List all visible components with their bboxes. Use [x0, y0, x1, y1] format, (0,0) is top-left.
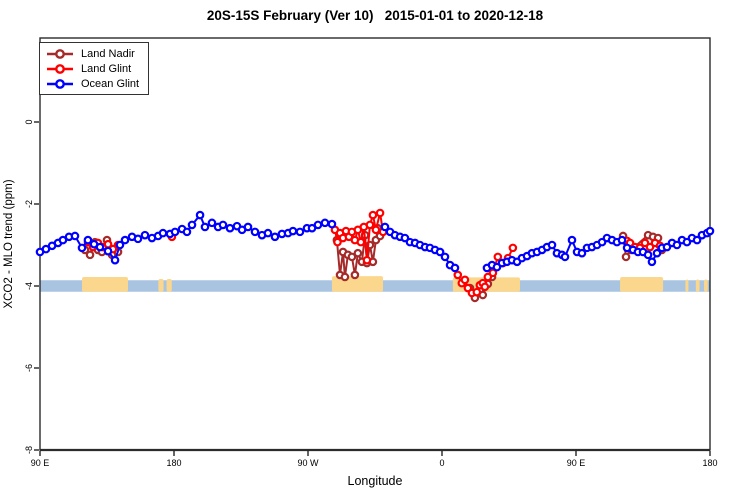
legend: Land Nadir Land Glint Ocean Glint: [39, 42, 150, 95]
data-point-land-nadir: [340, 272, 350, 282]
data-point-ocean-glint: [120, 235, 130, 245]
data-point-ocean-glint: [450, 263, 460, 273]
data-point-ocean-glint: [270, 232, 280, 242]
data-point-ocean-glint: [692, 235, 702, 245]
data-point-ocean-glint: [115, 240, 125, 250]
x-tick-label: 90 E: [567, 458, 586, 468]
data-point-ocean-glint: [295, 227, 305, 237]
legend-label: Land Glint: [81, 62, 132, 75]
data-point-ocean-glint: [288, 226, 298, 236]
ocean-glint-marker-icon: [47, 78, 73, 89]
data-point-ocean-glint: [643, 250, 653, 260]
y-axis-title: XCO2 - MLO trend (ppm): [3, 179, 15, 309]
data-point-ocean-glint: [440, 252, 450, 262]
land-coverage-patch: [704, 279, 708, 292]
data-point-ocean-glint: [133, 234, 143, 244]
data-point-land-glint: [488, 268, 498, 278]
data-point-ocean-glint: [705, 226, 715, 236]
chart-title: 20S-15S February (Ver 10) 2015-01-01 to …: [206, 8, 544, 23]
data-point-ocean-glint: [58, 235, 68, 245]
data-point-land-nadir: [85, 250, 95, 260]
y-tick-label: -4: [24, 282, 34, 290]
data-point-land-glint: [460, 275, 470, 285]
data-point-ocean-glint: [327, 219, 337, 229]
data-point-land-glint: [493, 252, 503, 262]
data-point-ocean-glint: [77, 243, 87, 253]
x-tick-label: 90 E: [31, 458, 50, 468]
y-tick-label: 0: [24, 119, 34, 124]
data-point-ocean-glint: [225, 223, 235, 233]
legend-entry-land-glint: Land Glint: [46, 61, 139, 76]
data-point-land-glint: [356, 237, 366, 247]
land-coverage-patch: [158, 279, 164, 292]
data-point-ocean-glint: [577, 248, 587, 258]
data-point-ocean-glint: [110, 255, 120, 265]
data-point-ocean-glint: [250, 227, 260, 237]
data-point-ocean-glint: [182, 227, 192, 237]
x-tick-label: 90 W: [297, 458, 319, 468]
data-point-ocean-glint: [672, 240, 682, 250]
y-tick-label: -2: [24, 200, 34, 208]
data-point-ocean-glint: [567, 235, 577, 245]
data-point-ocean-glint: [560, 252, 570, 262]
data-point-ocean-glint: [243, 222, 253, 232]
data-point-ocean-glint: [647, 257, 657, 267]
data-point-ocean-glint: [70, 231, 80, 241]
data-point-ocean-glint: [617, 235, 627, 245]
land-coverage-patch: [81, 276, 128, 292]
data-point-land-nadir: [353, 248, 363, 258]
data-point-ocean-glint: [200, 222, 210, 232]
data-point-land-glint: [365, 220, 375, 230]
land-glint-marker-icon: [47, 63, 73, 74]
data-point-ocean-glint: [187, 220, 197, 230]
data-point-ocean-glint: [140, 230, 150, 240]
data-point-ocean-glint: [218, 220, 228, 230]
legend-entry-ocean-glint: Ocean Glint: [46, 76, 139, 91]
data-point-land-glint: [508, 243, 518, 253]
data-point-land-glint: [362, 255, 372, 265]
land-coverage-patch: [685, 279, 689, 292]
data-point-ocean-glint: [435, 247, 445, 257]
legend-label: Land Nadir: [81, 47, 135, 60]
data-point-ocean-glint: [207, 218, 217, 228]
x-axis-title: Longitude: [347, 474, 403, 488]
y-tick-label: -6: [24, 364, 34, 372]
data-point-land-glint: [472, 287, 482, 297]
data-point-ocean-glint: [313, 220, 323, 230]
data-point-land-glint: [368, 210, 378, 220]
land-coverage-patch: [695, 279, 700, 292]
data-point-land-nadir: [621, 252, 631, 262]
land-coverage-patch: [166, 279, 172, 292]
data-point-ocean-glint: [95, 242, 105, 252]
data-point-ocean-glint: [103, 246, 113, 256]
data-point-ocean-glint: [158, 228, 168, 238]
x-tick-label: 180: [166, 458, 181, 468]
data-point-land-glint: [371, 225, 381, 235]
data-point-land-glint: [453, 270, 463, 280]
data-point-land-glint: [375, 208, 385, 218]
legend-entry-land-nadir: Land Nadir: [46, 46, 139, 61]
data-point-land-nadir: [350, 270, 360, 280]
data-point-ocean-glint: [380, 222, 390, 232]
legend-label: Ocean Glint: [81, 77, 140, 90]
data-point-land-glint: [333, 237, 342, 247]
land-coverage-patch: [620, 276, 664, 292]
data-point-ocean-glint: [320, 218, 330, 228]
y-tick-label: -8: [24, 446, 34, 454]
data-point-land-glint: [480, 282, 490, 292]
data-point-ocean-glint: [263, 228, 273, 238]
data-point-land-nadir: [347, 252, 357, 262]
data-point-ocean-glint: [83, 235, 93, 245]
data-point-ocean-glint: [195, 210, 205, 220]
data-point-ocean-glint: [170, 227, 180, 237]
data-point-ocean-glint: [547, 240, 557, 250]
data-point-ocean-glint: [41, 244, 51, 254]
x-tick-label: 0: [439, 458, 444, 468]
data-point-ocean-glint: [652, 248, 662, 258]
x-tick-label: 180: [702, 458, 717, 468]
series-line-land-nadir: [335, 227, 382, 278]
land-nadir-marker-icon: [47, 48, 73, 59]
